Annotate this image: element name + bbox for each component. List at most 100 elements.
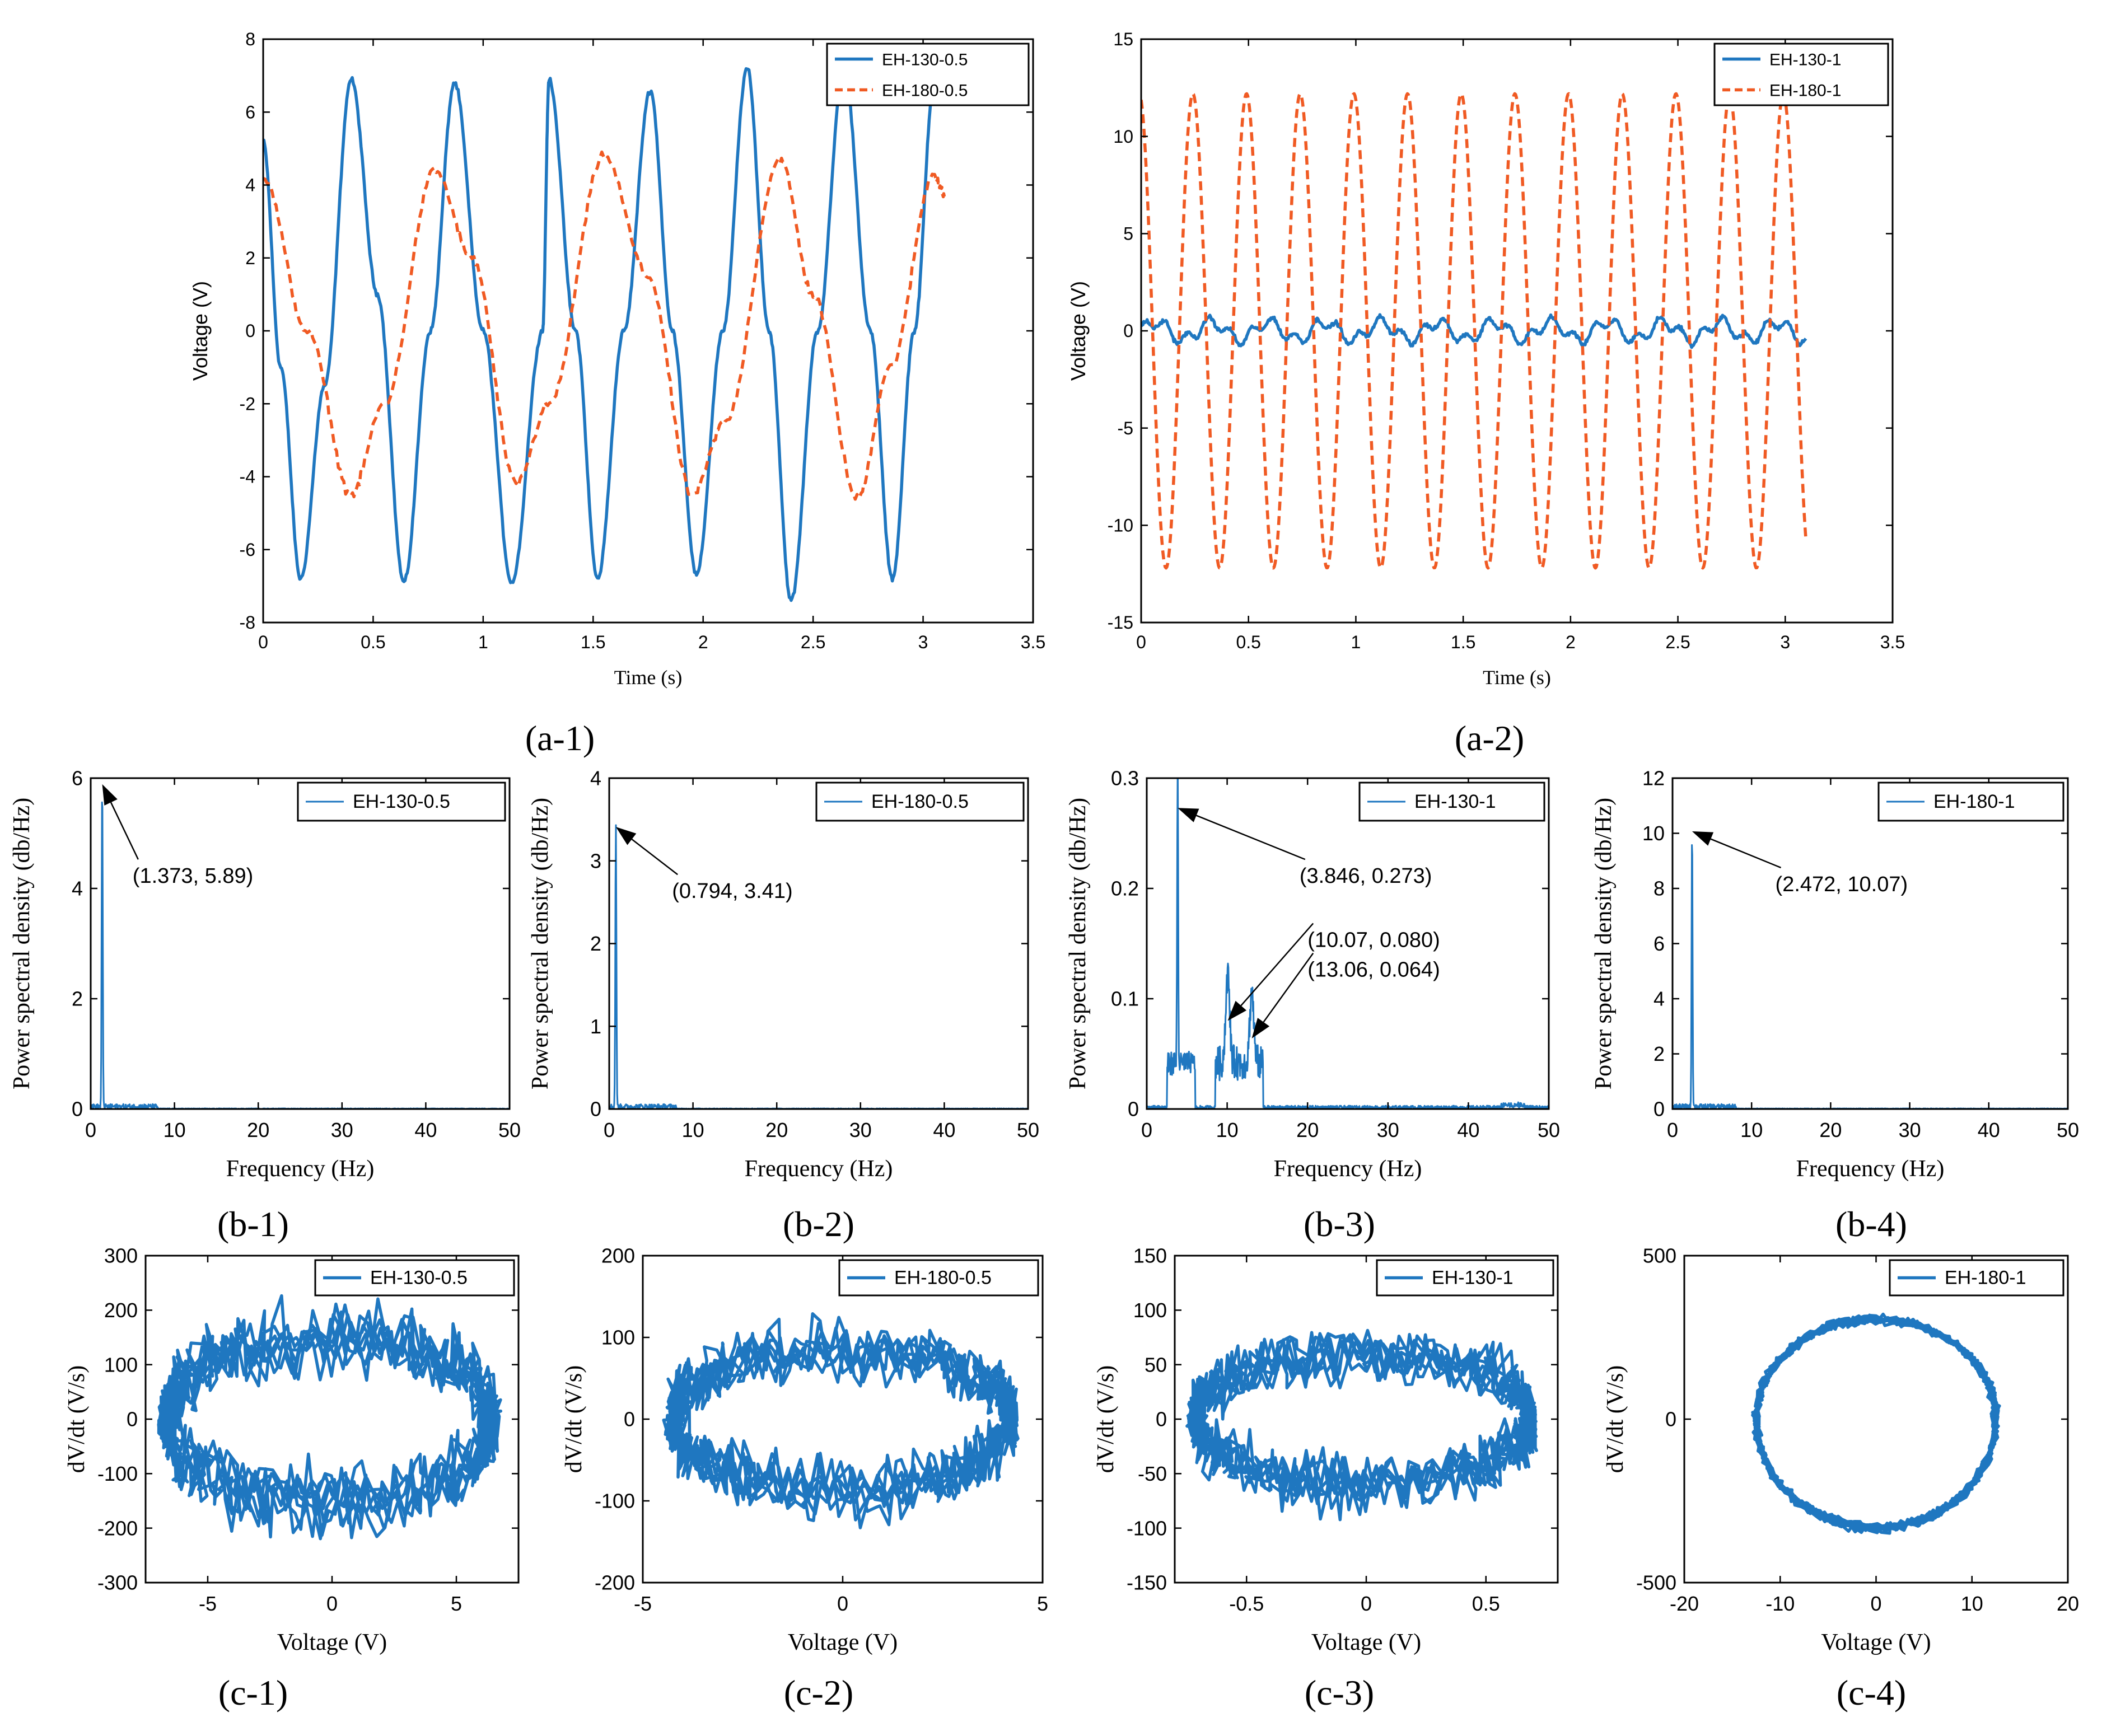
x-tick-label: 50	[1017, 1119, 1039, 1141]
x-tick-label: 1.5	[1451, 632, 1475, 652]
y-tick-label: 15	[1113, 29, 1133, 49]
annotation-arrowhead	[102, 784, 118, 806]
x-axis-label: Time (s)	[1483, 666, 1551, 689]
y-tick-label: 300	[104, 1244, 138, 1267]
x-axis-label: Voltage (V)	[1821, 1630, 1931, 1655]
axes-box	[608, 777, 1029, 1110]
axes-box	[1146, 777, 1550, 1110]
y-tick-label: -8	[240, 612, 255, 633]
y-tick-label: -200	[595, 1571, 635, 1594]
y-tick-label: 0.1	[1111, 988, 1139, 1010]
y-axis-label: Voltage (V)	[189, 281, 212, 381]
y-tick-label: 6	[245, 102, 255, 122]
y-tick-label: 6	[72, 767, 83, 790]
x-axis-label: Voltage (V)	[788, 1630, 898, 1655]
y-tick-label: 0	[1123, 321, 1133, 341]
x-axis-label: Frequency (Hz)	[745, 1156, 893, 1182]
annotation-arrow	[1240, 923, 1314, 1007]
legend-entry: EH-130-1	[1432, 1267, 1514, 1289]
axes-box	[1174, 1255, 1559, 1584]
x-tick-label: 40	[414, 1119, 437, 1141]
legend: EH-130-1 EH-180-1	[1713, 43, 1889, 106]
x-tick-label: 10	[682, 1119, 704, 1141]
x-tick-label: 0	[258, 632, 268, 652]
x-tick-label: -10	[1765, 1592, 1795, 1615]
x-axis-label: Voltage (V)	[1311, 1630, 1421, 1655]
y-tick-label: 2	[245, 248, 255, 268]
x-tick-label: 20	[1296, 1119, 1319, 1141]
y-axis-label: dV/dt (V/s)	[64, 1365, 90, 1473]
annotation-arrowhead	[615, 827, 637, 845]
panel-a2: 0 0.5 1 1.5 2 2.5 3 3.5 -15 -10 -5 0 5 10 15 Time (s) Vo…	[1067, 29, 1905, 689]
y-tick-label: 0	[1665, 1408, 1676, 1431]
y-tick-label: -100	[97, 1462, 138, 1485]
y-tick-label: 1	[590, 1015, 601, 1038]
x-axis-label: Frequency (Hz)	[226, 1156, 375, 1182]
x-tick-label: -20	[1670, 1592, 1699, 1615]
y-tick-label: 8	[245, 29, 255, 49]
axes-box	[90, 777, 511, 1110]
y-tick-label: 0.3	[1111, 767, 1139, 790]
y-tick-label: 8	[1653, 877, 1665, 900]
y-tick-label: 0.2	[1111, 877, 1139, 900]
x-tick-label: 1	[478, 632, 488, 652]
x-tick-label: 0.5	[1472, 1592, 1500, 1615]
legend-entry: EH-130-1	[1414, 791, 1496, 812]
legend: EH-180-0.5	[838, 1259, 1039, 1297]
annotation-arrow	[631, 839, 678, 876]
x-tick-label: 20	[1819, 1119, 1842, 1141]
y-tick-label: 6	[1653, 932, 1665, 955]
legend: EH-180-1	[1889, 1259, 2064, 1297]
x-tick-label: 0	[326, 1592, 338, 1615]
x-tick-label: 0	[1870, 1592, 1881, 1615]
legend-box	[826, 43, 1030, 106]
legend: EH-180-1	[1877, 782, 2064, 822]
y-tick-label: 0	[624, 1408, 635, 1431]
annotation-label: (1.373, 5.89)	[133, 864, 253, 888]
series-line-eh-180-1	[1751, 1312, 2001, 1535]
legend: EH-130-0.5 EH-180-0.5	[826, 43, 1030, 106]
y-tick-label: 100	[601, 1326, 635, 1349]
x-tick-label: 0	[837, 1592, 848, 1615]
legend-entry: EH-180-1	[1945, 1267, 2026, 1289]
x-tick-label: 3	[918, 632, 928, 652]
series-line-eh-130-1	[1141, 313, 1807, 349]
panel-c1: -5 0 5 -300 -200 -100 0 100 200 300 Voltage (V) dV/…	[64, 1244, 520, 1655]
annotation-arrow	[110, 802, 139, 860]
y-tick-label: 0	[1128, 1098, 1139, 1121]
x-tick-label: 2.5	[801, 632, 825, 652]
x-tick-label: 2	[1566, 632, 1576, 652]
legend: EH-130-0.5	[314, 1259, 515, 1297]
series-line-eh-180-0.5	[609, 824, 1028, 1109]
x-tick-label: 3	[1780, 632, 1790, 652]
panel-label: (c-2)	[784, 1673, 853, 1712]
series-line-eh-130-0.5	[157, 1294, 503, 1541]
y-tick-label: -2	[240, 394, 255, 414]
y-tick-label: -150	[1127, 1571, 1167, 1594]
y-tick-label: 100	[1133, 1299, 1167, 1322]
y-tick-label: 3	[590, 849, 601, 872]
plot-area	[1185, 1328, 1538, 1522]
x-axis-label: Voltage (V)	[277, 1630, 387, 1655]
axes-box	[144, 1255, 520, 1584]
x-tick-label: 30	[331, 1119, 353, 1141]
x-tick-label: 0	[85, 1119, 96, 1141]
x-tick-label: 30	[1377, 1119, 1399, 1141]
legend-entry: EH-180-0.5	[871, 791, 969, 812]
x-tick-label: 30	[1899, 1119, 1921, 1141]
annotation-label: (2.472, 10.07)	[1776, 873, 1908, 896]
plot-area	[1751, 1312, 2001, 1535]
x-tick-label: 3.5	[1880, 632, 1905, 652]
x-tick-label: 30	[849, 1119, 872, 1141]
panel-c4: -20 -10 0 10 20 -500 0 500 Voltage (V) dV/dt (V/s…	[1603, 1244, 2079, 1655]
legend-box	[1713, 43, 1889, 106]
y-tick-label: 0	[127, 1408, 138, 1431]
x-tick-label: 0	[1667, 1119, 1678, 1141]
annotation-arrowhead	[1692, 831, 1714, 846]
x-tick-label: 5	[1037, 1592, 1048, 1615]
y-tick-label: -5	[1118, 418, 1133, 438]
y-tick-label: 4	[590, 767, 601, 790]
x-tick-label: 1.5	[581, 632, 605, 652]
plot-area	[263, 66, 947, 602]
y-tick-label: 10	[1113, 127, 1133, 147]
